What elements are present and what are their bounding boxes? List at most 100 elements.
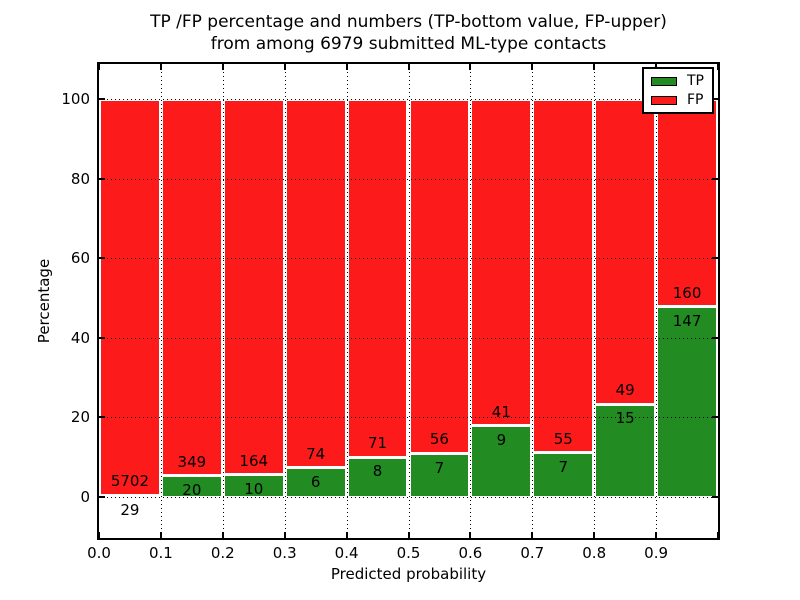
y-axis-tick (99, 496, 105, 498)
vertical-gridline (222, 64, 224, 538)
tp-bar-segment (284, 467, 347, 498)
y-axis-right-tick (712, 496, 718, 498)
x-tick-label: 0.1 (148, 544, 173, 562)
x-axis-top-tick (593, 64, 596, 70)
legend-entry: TP (651, 73, 704, 89)
y-axis-tick (99, 98, 105, 100)
tp-count-label: 7 (434, 458, 445, 477)
y-tick-label: 100 (61, 90, 90, 108)
x-tick-label: 0.0 (87, 544, 111, 562)
x-axis-tick (717, 532, 719, 538)
fp-bar-segment (346, 99, 409, 458)
vertical-gridline (284, 64, 286, 538)
y-tick-label: 60 (70, 249, 90, 268)
x-tick-label: 0.8 (582, 544, 607, 562)
vertical-gridline (594, 64, 596, 538)
x-tick-label: 0.3 (272, 544, 297, 562)
plot-area: 5702 29 349 20 164 10 74 6 71 8 56 7 41 9 55 7 49 15 160 14… (97, 62, 720, 540)
y-tick-label: 20 (70, 408, 90, 427)
x-axis-top-tick (469, 64, 472, 70)
y-tick-label: 0 (80, 488, 90, 506)
x-axis-top-tick (345, 64, 348, 70)
x-axis-top-tick (98, 64, 100, 70)
tp-count-label: 8 (372, 462, 383, 481)
tp-legend-swatch (651, 76, 677, 86)
x-axis-tick (98, 532, 100, 538)
legend: TP FP (642, 67, 714, 114)
x-axis-top-tick (531, 64, 534, 70)
y-axis-tick (99, 336, 105, 339)
tp-count-label: 9 (496, 431, 507, 450)
y-axis-right-tick (712, 416, 718, 419)
x-axis-top-tick (221, 64, 224, 70)
fp-bar-segment (99, 99, 161, 496)
fp-bar-segment (656, 99, 718, 308)
x-axis-top-tick (283, 64, 286, 70)
x-axis-tick (283, 532, 286, 538)
fp-count-label: 71 (368, 434, 388, 453)
tp-count-label: 6 (310, 472, 321, 491)
y-axis-tick (99, 416, 105, 419)
x-axis-tick (345, 532, 348, 538)
fp-bar-segment (222, 99, 285, 476)
fp-bar-segment (594, 99, 657, 405)
chart-title-line2: from among 6979 submitted ML-type contac… (210, 34, 607, 54)
x-tick-label: 0.7 (520, 544, 545, 562)
vertical-gridline (532, 64, 534, 538)
x-axis-tick (531, 532, 534, 538)
legend-label: FP (687, 92, 704, 108)
fp-bar-segment (532, 99, 595, 454)
x-axis-tick (593, 532, 596, 538)
fp-count-label: 160 (672, 283, 702, 302)
fp-count-label: 56 (429, 430, 449, 449)
tp-count-label: 147 (672, 312, 702, 331)
x-axis-tick (407, 532, 410, 538)
vertical-gridline (470, 64, 472, 538)
x-axis-top-tick (407, 64, 410, 70)
vertical-gridline (408, 64, 410, 538)
legend-entry: FP (651, 92, 704, 108)
fp-bar-segment (160, 99, 223, 477)
tp-count-label: 7 (558, 457, 569, 476)
fp-bar-segment (470, 99, 533, 427)
legend-label: TP (687, 73, 704, 89)
x-axis-label: Predicted probability (330, 565, 487, 583)
x-tick-label: 0.4 (334, 544, 359, 562)
tp-bar-segment (656, 306, 718, 498)
fp-legend-swatch (651, 95, 677, 105)
fp-bar-segment (408, 99, 471, 454)
y-axis-right-tick (712, 257, 718, 260)
tp-count-label: 20 (182, 481, 202, 500)
fp-count-label: 349 (177, 452, 207, 471)
fp-count-label: 164 (239, 451, 269, 470)
y-axis-right-tick (712, 98, 718, 100)
vertical-gridline (160, 64, 162, 538)
fp-count-label: 49 (615, 381, 635, 400)
y-axis-right-tick (712, 336, 718, 339)
x-axis-top-tick (159, 64, 162, 70)
vertical-gridline (656, 64, 658, 538)
x-axis-tick (469, 532, 472, 538)
fp-count-label: 55 (553, 429, 573, 448)
fp-count-label: 41 (491, 402, 511, 421)
x-tick-label: 0.2 (210, 544, 235, 562)
fp-count-label: 74 (306, 444, 326, 463)
tp-bar-segment (470, 425, 533, 498)
x-axis-tick (159, 532, 162, 538)
tp-count-label: 29 (120, 500, 140, 519)
y-tick-label: 40 (70, 328, 90, 347)
fp-bar-segment (284, 99, 347, 469)
x-axis-top-tick (717, 64, 719, 70)
x-tick-label: 0.6 (458, 544, 483, 562)
y-axis-right-tick (712, 177, 718, 180)
fp-count-label: 5702 (110, 472, 150, 491)
y-axis-tick (99, 177, 105, 180)
x-tick-label: 0.5 (396, 544, 421, 562)
plot-inner: 5702 29 349 20 164 10 74 6 71 8 56 7 41 9 55 7 49 15 160 14… (98, 64, 719, 538)
x-axis-tick (221, 532, 224, 538)
tp-count-label: 15 (615, 409, 635, 428)
x-axis-tick (655, 532, 658, 538)
vertical-gridline (346, 64, 348, 538)
tp-count-label: 10 (244, 479, 264, 498)
